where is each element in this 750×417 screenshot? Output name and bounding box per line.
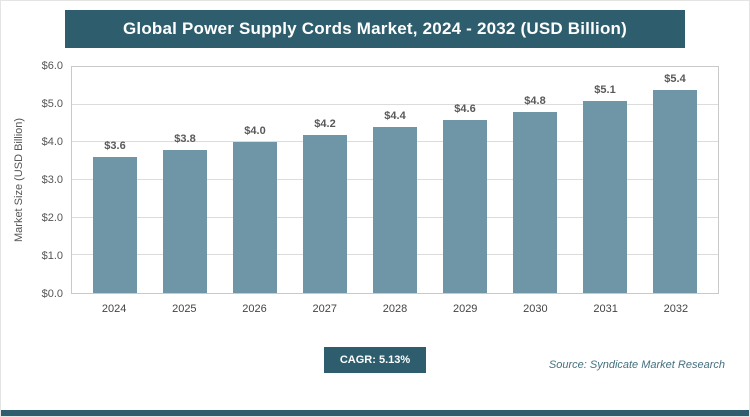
x-tick-label: 2027 [312, 303, 337, 315]
bar-cell: $4.8 [500, 67, 570, 293]
bar-value-label: $4.8 [524, 95, 546, 108]
bar-cell: $4.6 [430, 67, 500, 293]
bar-value-label: $3.6 [104, 140, 126, 153]
x-tick-label: 2026 [242, 303, 267, 315]
bar [373, 127, 417, 293]
y-tick-label: $2.0 [41, 212, 63, 225]
bar-cell: $3.8 [150, 67, 220, 293]
bar-value-label: $5.4 [664, 72, 686, 85]
bar-cell: $4.2 [290, 67, 360, 293]
y-tick-label: $3.0 [41, 174, 63, 186]
cagr-badge: CAGR: 5.13% [323, 347, 427, 373]
bar [163, 149, 207, 293]
x-tick-label: 2032 [663, 303, 689, 315]
bar-value-label: $4.4 [384, 110, 406, 123]
chart-title-banner: Global Power Supply Cords Market, 2024 -… [65, 10, 685, 48]
x-tick-label: 2029 [452, 303, 478, 315]
bottom-accent-bar [1, 410, 749, 416]
bar-value-label: $4.6 [454, 102, 476, 115]
bar-cell: $4.0 [220, 67, 290, 293]
bar [443, 119, 487, 293]
bar-chart: Market Size (USD Billion) $0.0 $1.0 $2.0 $3… [13, 60, 719, 315]
bar-cell: $5.4 [640, 67, 710, 293]
gridline [72, 103, 718, 105]
chart-main: $0.0 $1.0 $2.0 $3.0 $4.0 $5.0 $6.0 $3.6 $3.8 $4.… [31, 60, 719, 315]
bar [513, 112, 557, 293]
source-text: Source: Syndicate Market Research [548, 359, 725, 371]
bar-cell: $4.4 [360, 67, 430, 293]
y-axis-label: Market Size (USD Billion) [13, 117, 25, 243]
bar-cell: $3.6 [80, 67, 150, 293]
bar-value-label: $4.0 [244, 125, 266, 138]
bar [583, 100, 627, 293]
bar-cell: $5.1 [570, 67, 640, 293]
x-tick-label: 2024 [101, 303, 127, 315]
y-axis-ticks: $0.0 $1.0 $2.0 $3.0 $4.0 $5.0 $6.0 [31, 60, 71, 300]
chart-footer: CAGR: 5.13% Source: Syndicate Market Res… [1, 347, 749, 375]
bar [653, 89, 697, 293]
bar [233, 142, 277, 293]
bar-value-label: $4.2 [314, 117, 336, 130]
bars-container: $3.6 $3.8 $4.0 $4.2 $4.4 $4.6 $4.8 $5.1 $5.4 [72, 67, 718, 293]
bar-value-label: $5.1 [594, 83, 616, 96]
bar [93, 157, 137, 293]
bar [303, 134, 347, 293]
plot-row: $0.0 $1.0 $2.0 $3.0 $4.0 $5.0 $6.0 $3.6 $3.8 $4.… [31, 60, 719, 300]
chart-title: Global Power Supply Cords Market, 2024 -… [123, 19, 627, 38]
y-tick-label: $6.0 [41, 60, 63, 72]
x-axis-labels: 2024 2025 2026 2027 2028 2029 2030 2031 2032 [71, 294, 719, 315]
bar-value-label: $3.8 [174, 132, 196, 145]
x-tick-label: 2030 [523, 303, 548, 315]
x-tick-label: 2025 [172, 303, 197, 315]
y-tick-label: $5.0 [41, 98, 63, 110]
y-tick-label: $0.0 [41, 288, 63, 300]
y-tick-label: $1.0 [41, 250, 63, 263]
plot-area: $3.6 $3.8 $4.0 $4.2 $4.4 $4.6 $4.8 $5.1 $5.4 [71, 66, 719, 294]
x-tick-label: 2031 [593, 303, 618, 315]
y-tick-label: $4.0 [41, 136, 63, 149]
x-tick-label: 2028 [382, 303, 408, 315]
